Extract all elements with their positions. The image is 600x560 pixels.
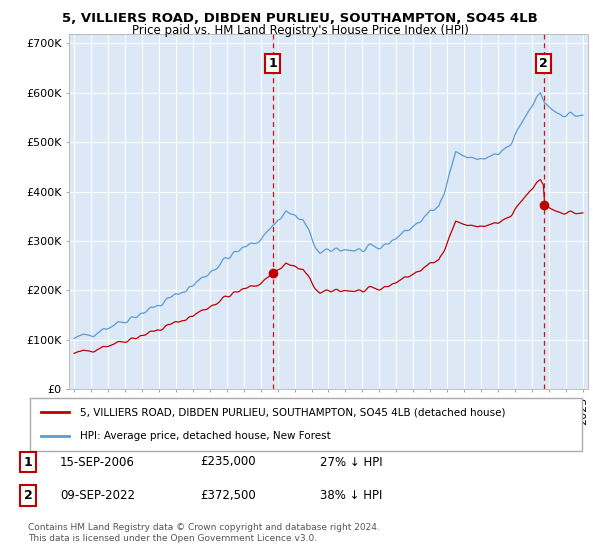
Text: Contains HM Land Registry data © Crown copyright and database right 2024.
This d: Contains HM Land Registry data © Crown c… <box>28 524 380 543</box>
Text: Price paid vs. HM Land Registry's House Price Index (HPI): Price paid vs. HM Land Registry's House … <box>131 24 469 36</box>
Text: 15-SEP-2006: 15-SEP-2006 <box>60 455 135 469</box>
Text: 5, VILLIERS ROAD, DIBDEN PURLIEU, SOUTHAMPTON, SO45 4LB: 5, VILLIERS ROAD, DIBDEN PURLIEU, SOUTHA… <box>62 12 538 25</box>
Text: £235,000: £235,000 <box>200 455 256 469</box>
Text: 5, VILLIERS ROAD, DIBDEN PURLIEU, SOUTHAMPTON, SO45 4LB (detached house): 5, VILLIERS ROAD, DIBDEN PURLIEU, SOUTHA… <box>80 408 505 418</box>
Text: 1: 1 <box>23 455 32 469</box>
Text: 38% ↓ HPI: 38% ↓ HPI <box>320 489 382 502</box>
Text: 1: 1 <box>268 57 277 70</box>
FancyBboxPatch shape <box>30 398 582 451</box>
Text: £372,500: £372,500 <box>200 489 256 502</box>
Text: 2: 2 <box>539 57 548 70</box>
Text: 27% ↓ HPI: 27% ↓ HPI <box>320 455 383 469</box>
Text: 2: 2 <box>23 489 32 502</box>
Text: HPI: Average price, detached house, New Forest: HPI: Average price, detached house, New … <box>80 431 331 441</box>
Text: 09-SEP-2022: 09-SEP-2022 <box>60 489 135 502</box>
